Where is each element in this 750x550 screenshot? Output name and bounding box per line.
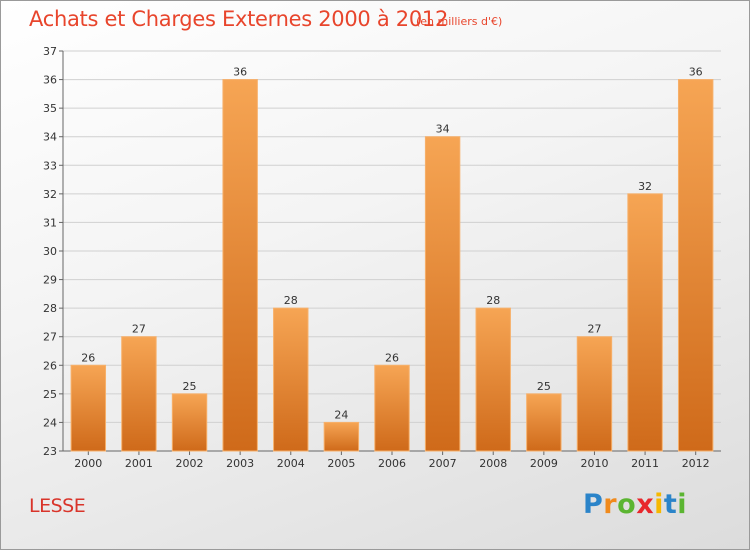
bar xyxy=(70,364,107,452)
logo-letter: x xyxy=(636,489,655,520)
y-tick-label: 29 xyxy=(43,274,57,287)
commune-name: LESSE xyxy=(29,495,86,517)
chart-subtitle: (en milliers d'€) xyxy=(416,15,503,28)
x-tick-label: 2004 xyxy=(277,457,305,470)
y-tick-label: 26 xyxy=(43,359,57,372)
data-label: 26 xyxy=(385,351,399,364)
bar xyxy=(222,79,258,452)
bar xyxy=(475,307,511,452)
x-tick-label: 2002 xyxy=(176,457,204,470)
y-tick-label: 35 xyxy=(43,102,57,115)
logo-letter: o xyxy=(617,489,637,520)
bar xyxy=(171,393,208,452)
logo-letter: i xyxy=(654,489,664,520)
data-label: 27 xyxy=(587,323,601,336)
data-label: 36 xyxy=(233,66,247,79)
x-tick-label: 2006 xyxy=(378,457,406,470)
bar xyxy=(627,193,663,452)
bar xyxy=(121,336,157,452)
data-label: 36 xyxy=(689,66,703,79)
logo-letter: t xyxy=(663,489,678,520)
x-tick-label: 2010 xyxy=(580,457,608,470)
data-label: 34 xyxy=(436,123,450,136)
y-tick-label: 34 xyxy=(43,131,57,144)
x-tick-label: 2009 xyxy=(530,457,558,470)
y-tick-label: 36 xyxy=(43,74,57,87)
y-tick-label: 28 xyxy=(43,302,57,315)
logo-letter: i xyxy=(677,489,688,520)
y-tick-label: 33 xyxy=(43,159,57,172)
data-label: 25 xyxy=(537,380,551,393)
x-tick-label: 2008 xyxy=(479,457,507,470)
x-tick-label: 2001 xyxy=(125,457,153,470)
x-tick-label: 2005 xyxy=(327,457,355,470)
y-tick-label: 32 xyxy=(43,188,57,201)
proxiti-logo: Proxiti xyxy=(583,489,687,520)
bar xyxy=(424,136,461,452)
data-label: 26 xyxy=(81,351,95,364)
x-tick-label: 2011 xyxy=(631,457,659,470)
y-tick-label: 37 xyxy=(43,45,57,58)
bar xyxy=(526,393,562,452)
y-tick-label: 23 xyxy=(43,445,57,458)
bars xyxy=(70,79,714,452)
bar xyxy=(677,79,714,452)
y-tick-label: 25 xyxy=(43,388,57,401)
labels: 26 27 25 36 28 24 26 34 28 25 27 32 36 xyxy=(81,66,702,422)
bar xyxy=(273,307,309,452)
data-label: 28 xyxy=(486,294,500,307)
y-tick-label: 31 xyxy=(43,216,57,229)
chart-title: Achats et Charges Externes 2000 à 2012 xyxy=(29,7,449,31)
data-label: 27 xyxy=(132,323,146,336)
data-label: 32 xyxy=(638,180,652,193)
data-label: 25 xyxy=(183,380,197,393)
x-tick-label: 2007 xyxy=(429,457,457,470)
y-tick-label: 27 xyxy=(43,331,57,344)
data-label: 24 xyxy=(334,408,348,421)
x-tick-label: 2000 xyxy=(74,457,102,470)
y-tick-label: 24 xyxy=(43,416,57,429)
logo-letter: r xyxy=(603,489,618,520)
data-label: 28 xyxy=(284,294,298,307)
bar xyxy=(374,364,410,452)
x-tick-label: 2003 xyxy=(226,457,254,470)
logo-letter: P xyxy=(583,489,604,520)
x-tick-label: 2012 xyxy=(682,457,710,470)
bar xyxy=(576,336,613,452)
y-tick-label: 30 xyxy=(43,245,57,258)
bar xyxy=(323,421,360,452)
